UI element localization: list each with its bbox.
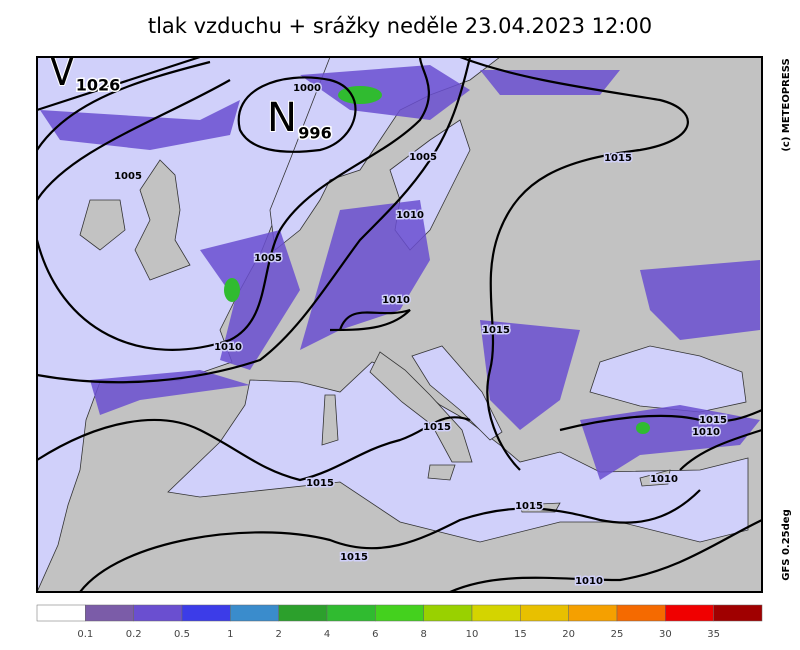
colorbar-label: 1 — [227, 629, 233, 640]
colorbar-label: 20 — [562, 629, 575, 640]
colorbar-swatch — [278, 604, 328, 622]
isobar-label: 1015 — [515, 501, 543, 512]
isobar-label: 1005 — [409, 152, 437, 163]
isobar-label: 1015 — [306, 478, 334, 489]
colorbar-label: 0.5 — [174, 629, 190, 640]
isobar-label: 1015 — [699, 415, 727, 426]
map-title: tlak vzduchu + srážky neděle 23.04.2023 … — [148, 14, 652, 38]
islands — [79, 159, 671, 513]
isobar-label: 1000 — [293, 83, 321, 94]
colorbar-label: 0.2 — [126, 629, 142, 640]
colorbar-label: 2 — [275, 629, 281, 640]
isobars — [37, 57, 762, 592]
high-value: 1026 — [76, 76, 121, 95]
colorbar-swatch — [326, 604, 376, 622]
colorbar-swatch — [230, 604, 279, 622]
model-note: GFS 0.25deg — [781, 509, 792, 581]
colorbar-swatch — [471, 604, 521, 622]
colorbar-swatch — [423, 604, 473, 622]
isobar-label: 1015 — [340, 552, 368, 563]
colorbar-swatch — [133, 604, 183, 622]
colorbar-swatch — [616, 604, 666, 622]
colorbar-swatch — [375, 604, 424, 622]
colorbar-label: 4 — [324, 629, 330, 640]
colorbar-swatch — [181, 604, 231, 622]
colorbar-swatch — [36, 604, 86, 622]
isobar-label: 1010 — [575, 576, 603, 587]
map-frame — [36, 56, 763, 593]
precip-heavy — [224, 278, 240, 302]
colorbar-swatch — [520, 604, 569, 622]
low-letter: N — [267, 95, 297, 141]
high-letter: V — [50, 49, 75, 95]
colorbar-label: 8 — [420, 629, 426, 640]
colorbar-label: 30 — [659, 629, 672, 640]
colorbar-label: 6 — [372, 629, 378, 640]
isobar-label: 1015 — [423, 422, 451, 433]
isobar-label: 1015 — [604, 153, 632, 164]
precip-heavy — [338, 86, 382, 104]
colorbar-label: 15 — [514, 629, 527, 640]
credit: (c) METEOPRESS — [781, 58, 792, 151]
colorbar-swatch — [85, 604, 134, 622]
isobar-label: 1010 — [382, 295, 410, 306]
colorbar: 0.1 0.2 0.5 1 2 4 6 8 10 15 20 25 30 35 — [36, 604, 763, 640]
isobar-label: 1010 — [214, 342, 242, 353]
isobar-label: 1010 — [396, 210, 424, 221]
precipitation — [40, 65, 760, 480]
isobar-label: 1015 — [482, 325, 510, 336]
colorbar-swatch — [713, 604, 763, 622]
colorbar-label: 35 — [707, 629, 720, 640]
low-value: 996 — [298, 124, 331, 143]
isobar-label: 1005 — [254, 253, 282, 264]
isobar-label: 1010 — [692, 427, 720, 438]
colorbar-label: 0.1 — [77, 629, 93, 640]
colorbar-swatch — [665, 604, 714, 622]
colorbar-label: 10 — [466, 629, 479, 640]
colorbar-label: 25 — [611, 629, 624, 640]
precip-heavy — [636, 422, 650, 434]
colorbar-swatch — [568, 604, 618, 622]
isobar-label: 1005 — [114, 171, 142, 182]
isobar-label: 1010 — [650, 474, 678, 485]
